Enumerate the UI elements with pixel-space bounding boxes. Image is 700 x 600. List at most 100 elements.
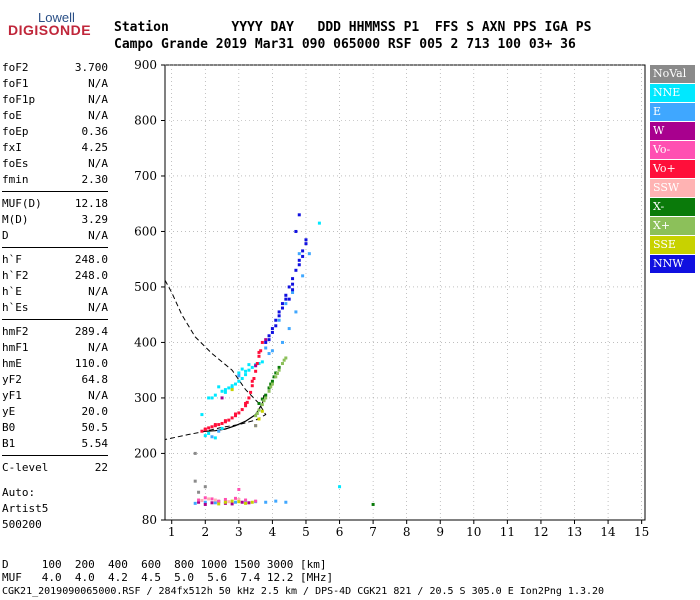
param-label: h`F2 [2, 269, 29, 282]
legend-item-x-: X- [650, 198, 695, 216]
param-value: 248.0 [74, 269, 108, 282]
echo-point-nne [207, 396, 211, 400]
param-value: 2.30 [81, 173, 109, 186]
param-row: foF1 N/A [2, 76, 108, 92]
param-value: N/A [88, 389, 108, 402]
echo-point-noval [193, 451, 197, 455]
param-value: N/A [88, 301, 108, 314]
param-separator [2, 455, 108, 456]
param-row: fmin 2.30 [2, 172, 108, 188]
echo-point-vo- [247, 396, 251, 400]
echo-point-w [197, 500, 201, 504]
echo-point-nne [210, 396, 214, 400]
echo-point-e [280, 340, 284, 344]
param-label: foF2 [2, 61, 29, 74]
param-row: yF2 64.8 [2, 372, 108, 388]
echo-point-sse [237, 500, 241, 504]
echo-point-e [264, 346, 268, 350]
x-tick-label: 14 [600, 525, 616, 539]
param-label: hmF1 [2, 341, 29, 354]
echo-point-nne [203, 434, 207, 438]
echo-point-vo- [240, 408, 244, 412]
param-row: h`E N/A [2, 284, 108, 300]
echo-point-sse [230, 499, 234, 503]
echo-point-nne [213, 436, 217, 440]
echo-point-nnw [301, 254, 305, 258]
muf-row: MUF 4.0 4.0 4.2 4.5 5.0 5.6 7.4 12.2 [MH… [2, 571, 334, 584]
param-row: B0 50.5 [2, 420, 108, 436]
echo-point-ssw [200, 499, 204, 503]
x-tick-label: 5 [302, 525, 310, 539]
param-label: B1 [2, 437, 16, 450]
echo-point-vo- [223, 497, 227, 501]
echo-point-x- [282, 358, 286, 362]
echo-point-vo- [233, 412, 237, 416]
auto-scaling-line2: Artist5 [2, 502, 49, 515]
echo-point-nne [227, 386, 231, 390]
legend-item-nnw: NNW [650, 255, 695, 273]
echo-point-w [230, 502, 234, 506]
echo-point-vo- [217, 499, 221, 503]
legend-item-nne: NNE [650, 84, 695, 102]
echo-point-nnw [264, 340, 268, 344]
param-label: h`Es [2, 301, 29, 314]
y-tick-label: 500 [134, 280, 157, 294]
param-value: N/A [88, 229, 108, 242]
echo-point-vo- [252, 377, 256, 381]
param-value: 3.29 [81, 213, 109, 226]
echo-point-e [294, 310, 298, 314]
echo-point-vo- [223, 419, 227, 423]
echo-point-x- [280, 362, 284, 366]
echo-point-nne [230, 384, 234, 388]
echo-point-vo- [227, 418, 231, 422]
echo-point-vo- [210, 425, 214, 429]
param-row: foEs N/A [2, 156, 108, 172]
param-row: MUF(D) 12.18 [2, 196, 108, 212]
echo-point-x- [274, 371, 278, 375]
echo-point-noval [254, 424, 258, 428]
echo-point-noval [193, 479, 197, 483]
echo-point-nne [223, 388, 227, 392]
param-separator [2, 191, 108, 192]
echo-point-e [203, 500, 207, 504]
param-value: 289.4 [74, 325, 108, 338]
echo-point-nne [230, 386, 234, 390]
echo-point-x- [264, 396, 268, 400]
echo-point-noval [197, 490, 201, 494]
header-row-labels: Station YYYY DAY DDD HHMMSS P1 FFS S AXN… [114, 20, 592, 35]
echo-point-nnw [294, 229, 298, 233]
echo-point-x- [269, 385, 273, 389]
param-label: foE [2, 109, 22, 122]
echo-point-nne [240, 367, 244, 371]
echo-point-x- [264, 393, 268, 397]
echo-point-ssw [237, 497, 241, 501]
y-tick-label: 700 [134, 169, 157, 183]
echo-point-nne [200, 413, 204, 417]
dashed-trace-curve [164, 280, 267, 441]
x-tick-label: 4 [269, 525, 277, 539]
echo-point-nne [233, 382, 237, 386]
echo-point-nne [213, 393, 217, 397]
echo-point-e [264, 500, 268, 504]
echo-point-sse [260, 409, 264, 413]
echo-point-w [240, 500, 244, 504]
legend-item-e: E [650, 103, 695, 121]
echo-point-nne [220, 389, 224, 393]
echo-point-vo- [197, 498, 201, 502]
echo-point-x- [257, 408, 261, 412]
param-row: h`F 248.0 [2, 252, 108, 268]
echo-point-nnw [284, 293, 288, 297]
echo-point-nnw [270, 330, 274, 334]
x-tick-label: 2 [201, 525, 209, 539]
auto-scaling-line3: 500200 [2, 518, 42, 531]
echo-point-nne [244, 369, 248, 373]
echo-point-e [301, 274, 305, 278]
param-label: fxI [2, 141, 22, 154]
echo-point-nnw [297, 258, 301, 262]
x-tick-label: 3 [235, 525, 243, 539]
param-label: foF1 [2, 77, 29, 90]
echo-point-vo- [254, 499, 258, 503]
echo-point-x- [260, 397, 264, 401]
y-tick-label: 80 [142, 513, 157, 527]
param-value: N/A [88, 157, 108, 170]
